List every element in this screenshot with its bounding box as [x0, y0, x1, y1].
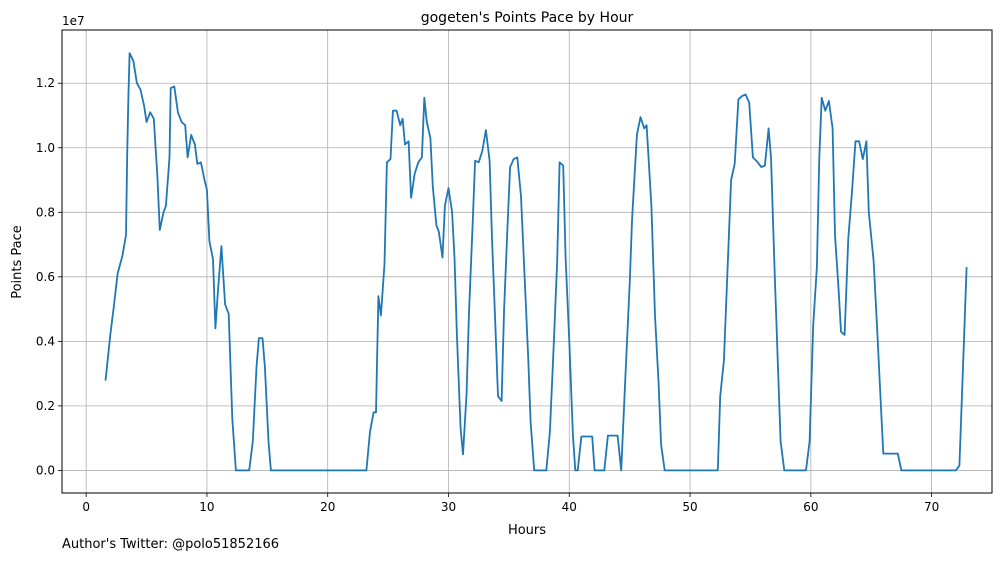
y-tick-label: 0.2 [36, 399, 55, 413]
y-axis: 0.0 0.2 0.4 0.6 0.8 1.0 1.2 [36, 76, 62, 477]
y-tick-label: 1.0 [36, 141, 55, 155]
x-tick-label: 70 [924, 500, 939, 514]
y-tick-label: 0.8 [36, 205, 55, 219]
y-tick-label: 0.6 [36, 270, 55, 284]
x-tick-label: 60 [803, 500, 818, 514]
x-tick-label: 40 [562, 500, 577, 514]
x-axis: 0 10 20 30 40 50 60 70 [82, 493, 939, 514]
y-tick-label: 0.0 [36, 463, 55, 477]
x-tick-label: 0 [82, 500, 90, 514]
chart-title: gogeten's Points Pace by Hour [421, 10, 634, 26]
x-tick-label: 10 [199, 500, 214, 514]
plot-frame [61, 29, 993, 494]
y-axis-label: Points Pace [10, 225, 25, 299]
y-tick-label: 1.2 [36, 76, 55, 90]
y-axis-offset-label: 1e7 [62, 14, 85, 28]
points-pace-line [104, 52, 968, 472]
x-tick-label: 30 [441, 500, 456, 514]
author-credit: Author's Twitter: @polo51852166 [62, 537, 280, 552]
x-axis-label: Hours [508, 523, 546, 538]
x-tick-label: 50 [682, 500, 697, 514]
grid [62, 30, 992, 493]
y-tick-label: 0.4 [36, 334, 55, 348]
x-tick-label: 20 [320, 500, 335, 514]
